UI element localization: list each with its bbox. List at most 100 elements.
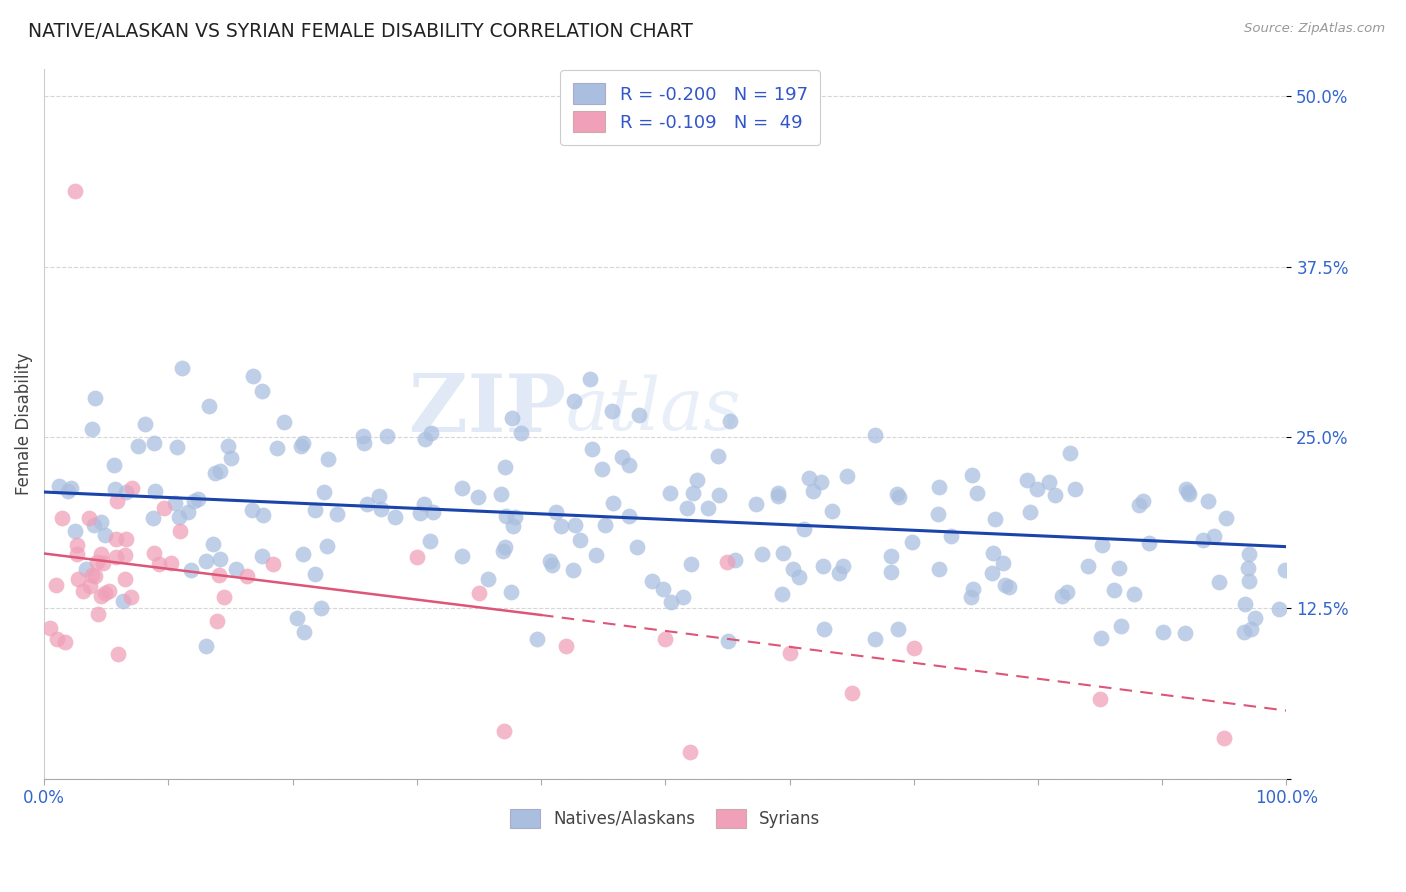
Point <box>60 481 83 495</box>
Point <box>627 409 650 423</box>
Point <box>602 496 624 510</box>
Point <box>686 473 709 487</box>
Point <box>1137 536 1160 550</box>
Point <box>998 580 1021 594</box>
Point <box>903 641 925 656</box>
Text: Source: ZipAtlas.com: Source: ZipAtlas.com <box>1244 22 1385 36</box>
Point <box>420 426 443 441</box>
Point <box>105 494 128 508</box>
Point <box>1102 582 1125 597</box>
Point <box>1122 587 1144 601</box>
Point <box>112 593 135 607</box>
Point <box>169 524 191 538</box>
Point <box>94 528 117 542</box>
Point <box>152 501 174 516</box>
Point <box>304 503 326 517</box>
Point <box>1177 485 1199 500</box>
Point <box>835 469 858 483</box>
Point <box>212 591 235 605</box>
Point <box>797 471 820 485</box>
Point <box>593 518 616 533</box>
Text: atlas: atlas <box>565 375 741 445</box>
Point <box>724 553 747 567</box>
Point <box>562 393 585 408</box>
Point <box>236 569 259 583</box>
Point <box>526 632 548 646</box>
Point <box>550 519 572 533</box>
Point <box>1192 533 1215 547</box>
Point <box>546 505 568 519</box>
Point <box>1111 618 1133 632</box>
Point <box>202 537 225 551</box>
Point <box>114 532 136 546</box>
Point <box>813 622 835 636</box>
Point <box>1077 558 1099 573</box>
Point <box>1063 483 1085 497</box>
Point <box>676 501 699 516</box>
Point <box>39 621 62 635</box>
Point <box>87 607 110 622</box>
Point <box>994 578 1017 592</box>
Point <box>285 611 308 625</box>
Point <box>1240 622 1263 636</box>
Point <box>492 544 515 558</box>
Point <box>187 491 209 506</box>
Point <box>468 586 491 600</box>
Point <box>1132 494 1154 508</box>
Legend: Natives/Alaskans, Syrians: Natives/Alaskans, Syrians <box>503 802 827 835</box>
Point <box>682 486 704 500</box>
Point <box>828 566 851 581</box>
Text: NATIVE/ALASKAN VS SYRIAN FEMALE DISABILITY CORRELATION CHART: NATIVE/ALASKAN VS SYRIAN FEMALE DISABILI… <box>28 22 693 41</box>
Point <box>415 432 437 446</box>
Point <box>928 562 950 576</box>
Point <box>45 632 67 646</box>
Point <box>142 510 165 524</box>
Point <box>927 507 949 521</box>
Point <box>495 509 517 524</box>
Point <box>183 493 205 508</box>
Point <box>422 505 444 519</box>
Point <box>53 635 76 649</box>
Point <box>451 549 474 563</box>
Point <box>67 572 90 586</box>
Point <box>766 486 789 500</box>
Point <box>503 509 526 524</box>
Point <box>114 572 136 586</box>
Point <box>1268 602 1291 616</box>
Point <box>554 639 576 653</box>
Point <box>262 558 284 572</box>
Point <box>492 724 515 739</box>
Point <box>770 587 793 601</box>
Point <box>83 391 105 405</box>
Point <box>419 534 441 549</box>
Point <box>863 428 886 442</box>
Point <box>63 524 86 538</box>
Point <box>1239 547 1261 561</box>
Point <box>467 490 489 504</box>
Point <box>707 449 730 463</box>
Point <box>252 384 274 399</box>
Point <box>562 563 585 577</box>
Point <box>820 504 842 518</box>
Point <box>1174 483 1197 497</box>
Point <box>501 585 523 599</box>
Point <box>1088 692 1111 706</box>
Point <box>803 483 825 498</box>
Point <box>960 468 983 483</box>
Point <box>659 486 682 500</box>
Point <box>194 639 217 653</box>
Point <box>928 480 950 494</box>
Point <box>1017 474 1039 488</box>
Point <box>72 583 94 598</box>
Point <box>810 475 832 490</box>
Point <box>501 410 523 425</box>
Point <box>579 372 602 386</box>
Point <box>941 529 963 543</box>
Point <box>91 556 114 570</box>
Point <box>63 185 86 199</box>
Point <box>148 558 170 572</box>
Point <box>240 503 263 517</box>
Point <box>1152 624 1174 639</box>
Point <box>352 429 374 443</box>
Point <box>1233 625 1256 640</box>
